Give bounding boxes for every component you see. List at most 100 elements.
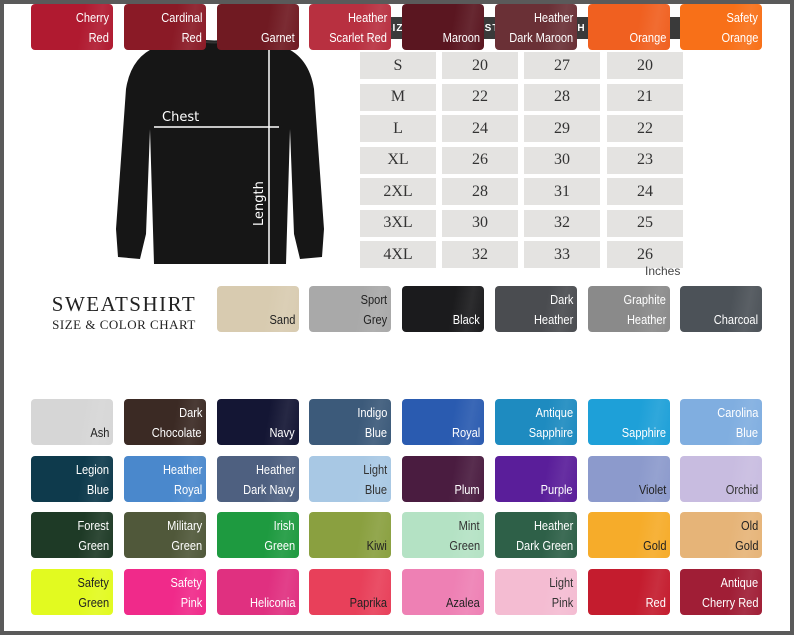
table-cell: 21 xyxy=(607,83,683,111)
table-cell: 29 xyxy=(524,115,600,142)
color-name: Sapphire xyxy=(621,425,666,440)
color-name: Royal xyxy=(451,425,480,440)
table-cell: 31 xyxy=(524,178,600,205)
chart-title: SWEATSHIRT SIZE & COLOR CHART xyxy=(44,292,204,333)
color-name: Safety xyxy=(77,575,109,590)
table-cell: 25 xyxy=(607,209,683,237)
color-name: Green xyxy=(264,538,295,553)
color-name: Dark xyxy=(178,405,202,420)
color-swatch: Carolina Blue xyxy=(680,399,762,445)
color-swatch: Indigo Blue xyxy=(309,399,391,445)
color-swatch: Heather Dark Navy xyxy=(217,456,299,502)
table-cell: 20 xyxy=(607,52,683,79)
color-name: Safety xyxy=(726,10,758,25)
color-name: Mint xyxy=(459,518,480,533)
color-swatch: Safety Pink xyxy=(124,569,206,615)
color-name: Cherry xyxy=(75,10,109,25)
color-swatch: Heliconia xyxy=(217,569,299,615)
color-swatch: Safety Green xyxy=(31,569,113,615)
color-name: Violet xyxy=(638,482,666,497)
color-name: Light xyxy=(363,462,387,477)
color-swatch: Sand xyxy=(217,286,299,332)
table-cell: 22 xyxy=(607,115,683,142)
color-name: Paprika xyxy=(349,595,387,610)
table-cell: XL xyxy=(360,146,436,174)
color-name: Grey xyxy=(363,312,387,327)
color-name: Navy xyxy=(269,425,295,440)
sweatshirt-image xyxy=(116,34,324,264)
color-name: Maroon xyxy=(442,30,480,45)
units-label: Inches xyxy=(645,264,681,278)
color-name: Antique xyxy=(535,405,573,420)
color-swatch: Black xyxy=(402,286,484,332)
color-swatch: Legion Blue xyxy=(31,456,113,502)
color-swatch: Navy xyxy=(217,399,299,445)
color-swatch: Maroon xyxy=(402,4,484,50)
table-cell: 26 xyxy=(442,146,518,174)
color-swatch: Forest Green xyxy=(31,512,113,558)
color-swatch: Plum xyxy=(402,456,484,502)
table-cell: 32 xyxy=(442,241,518,268)
color-name: Charcoal xyxy=(713,312,758,327)
color-name: Orchid xyxy=(725,482,758,497)
color-name: Forest xyxy=(77,518,109,533)
color-swatch: Heather Royal xyxy=(124,456,206,502)
table-cell: L xyxy=(360,115,436,142)
table-cell: 23 xyxy=(607,146,683,174)
table-cell: 24 xyxy=(442,115,518,142)
color-name: Blue xyxy=(735,425,758,440)
color-name: Pink xyxy=(180,595,202,610)
color-swatch: Violet xyxy=(588,456,670,502)
color-name: Legion xyxy=(75,462,109,477)
color-name: Black xyxy=(452,312,480,327)
color-name: Blue xyxy=(364,482,387,497)
color-swatch: Orange xyxy=(588,4,670,50)
color-name: Heliconia xyxy=(249,595,295,610)
color-swatch: Garnet xyxy=(217,4,299,50)
color-name: Garnet xyxy=(261,30,295,45)
color-name: Gold xyxy=(734,538,758,553)
color-swatch: Sport Grey xyxy=(309,286,391,332)
table-cell: M xyxy=(360,83,436,111)
color-swatch: Light Pink xyxy=(495,569,577,615)
color-name: Kiwi xyxy=(366,538,387,553)
table-cell: 33 xyxy=(524,241,600,268)
color-name: Irish xyxy=(274,518,295,533)
color-name: Sport xyxy=(360,292,387,307)
color-swatch: Irish Green xyxy=(217,512,299,558)
color-name: Graphite xyxy=(623,292,666,307)
color-name: Military xyxy=(167,518,202,533)
color-name: Dark Maroon xyxy=(509,30,573,45)
color-name: Orange xyxy=(629,30,666,45)
color-name: Royal xyxy=(173,482,202,497)
color-swatch: Ash xyxy=(31,399,113,445)
color-swatch: Graphite Heather xyxy=(588,286,670,332)
title-sub: SIZE & COLOR CHART xyxy=(52,317,196,332)
table-cell: 3XL xyxy=(360,209,436,237)
color-swatch: Charcoal xyxy=(680,286,762,332)
title-main: SWEATSHIRT xyxy=(51,292,197,316)
color-swatch: Sapphire xyxy=(588,399,670,445)
color-name: Heather xyxy=(533,312,573,327)
table-cell: 26 xyxy=(607,241,683,268)
color-swatch: Paprika xyxy=(309,569,391,615)
color-name: Light xyxy=(549,575,573,590)
color-swatch: Military Green xyxy=(124,512,206,558)
color-swatch: Gold xyxy=(588,512,670,558)
color-name: Green xyxy=(78,538,109,553)
table-cell: 24 xyxy=(607,178,683,205)
color-swatch: Orchid xyxy=(680,456,762,502)
table-cell: 27 xyxy=(524,52,600,79)
color-name: Blue xyxy=(86,482,109,497)
table-cell: 28 xyxy=(524,83,600,111)
table-cell: 28 xyxy=(442,178,518,205)
color-name: Dark Green xyxy=(515,538,573,553)
color-swatch: Cardinal Red xyxy=(124,4,206,50)
color-swatch: Antique Sapphire xyxy=(495,399,577,445)
color-name: Sand xyxy=(269,312,295,327)
color-name: Heather xyxy=(347,10,387,25)
color-name: Dark xyxy=(549,292,573,307)
color-name: Red xyxy=(645,595,666,610)
color-name: Indigo xyxy=(356,405,387,420)
